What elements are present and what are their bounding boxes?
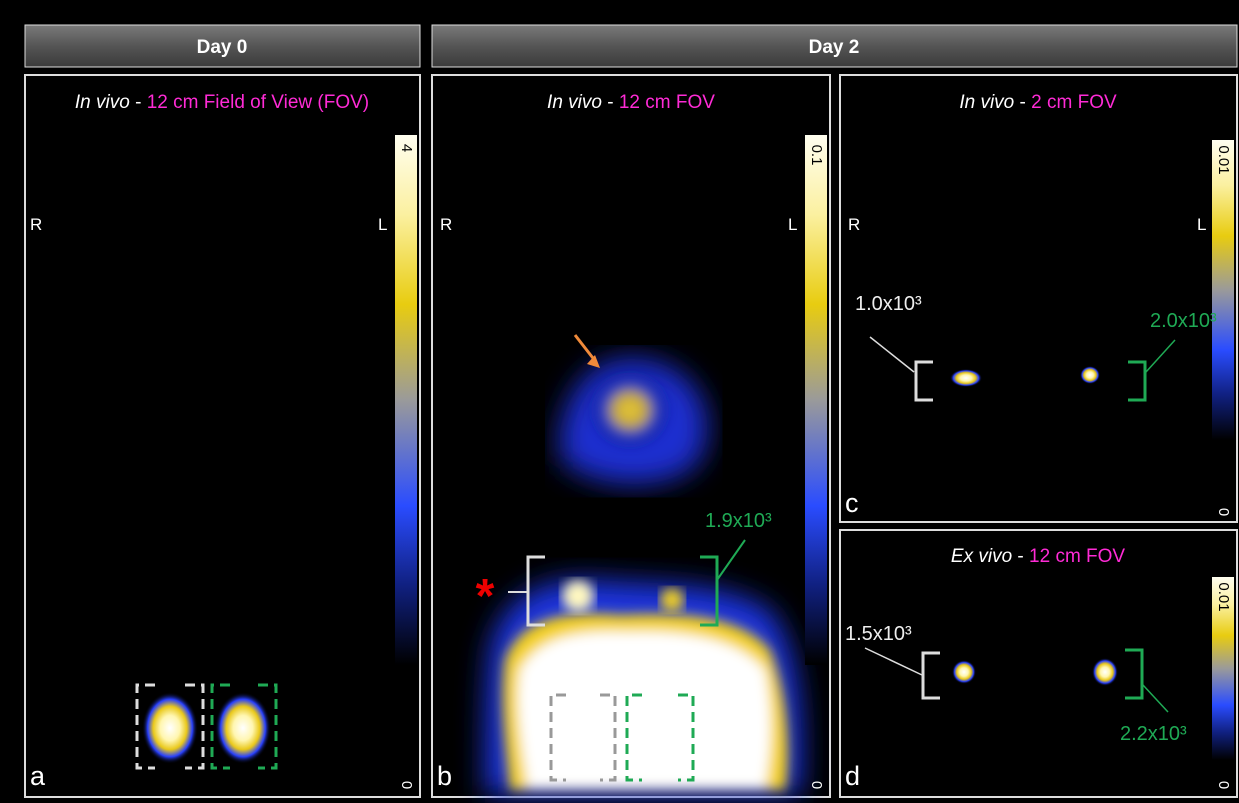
title-condition: In vivo (547, 92, 602, 113)
colorbar-max: 0.01 (1215, 582, 1232, 611)
title-condition: Ex vivo (951, 546, 1012, 567)
signal-blob (660, 588, 684, 612)
signal-blob (1092, 658, 1118, 686)
particle-count: 1.9x10³ (705, 510, 772, 532)
title-separator: - (1012, 546, 1029, 567)
orientation-right: L (1197, 215, 1206, 234)
colorbar-max: 0.1 (808, 145, 825, 166)
orientation-left: R (440, 215, 452, 234)
orientation-right: L (378, 215, 387, 234)
title-fov: 12 cm Field of View (FOV) (147, 92, 369, 113)
signal-blob (142, 692, 198, 764)
orientation-right: L (788, 215, 797, 234)
signal-blob (590, 372, 670, 448)
title-separator: - (602, 92, 619, 113)
particle-count: 2.0x10³ (1150, 310, 1217, 332)
title-separator: - (1014, 92, 1031, 113)
colorbar-min: 0 (808, 781, 825, 789)
title-condition: In vivo (75, 92, 130, 113)
asterisk: * (476, 570, 495, 623)
header-day2: Day 2 (809, 37, 860, 58)
title-fov: 2 cm FOV (1031, 92, 1117, 113)
signal-blob (215, 692, 271, 764)
orientation-left: R (30, 215, 42, 234)
particle-count: 1.0x10³ (855, 293, 922, 315)
figure: Day 0 Day 2 * In vivo - 12 (0, 0, 1239, 803)
signal-blob (952, 660, 976, 684)
colorbar-max: 0.01 (1215, 145, 1232, 174)
panel-title: In vivo - 12 cm Field of View (FOV) (75, 92, 369, 113)
particle-count: 1.5x10³ (845, 623, 912, 645)
signal-region (503, 614, 788, 790)
panel-letter: c (845, 488, 859, 518)
panel-letter: d (845, 761, 860, 791)
title-separator: - (130, 92, 147, 113)
title-condition: In vivo (959, 92, 1014, 113)
colorbar (395, 135, 417, 665)
signal-blob (950, 369, 982, 387)
panel-title: In vivo - 2 cm FOV (959, 92, 1117, 113)
title-fov: 12 cm FOV (1029, 546, 1125, 567)
signal-blob (1080, 366, 1100, 384)
colorbar-min: 0 (1215, 508, 1232, 516)
colorbar (1212, 140, 1234, 440)
panel-title: Ex vivo - 12 cm FOV (951, 546, 1126, 567)
header-day0: Day 0 (197, 37, 248, 58)
colorbar-min: 0 (1215, 781, 1232, 789)
colorbar-min: 0 (398, 781, 415, 789)
title-fov: 12 cm FOV (619, 92, 715, 113)
panel-letter: a (30, 761, 46, 791)
panel-letter: b (437, 761, 452, 791)
colorbar (805, 135, 827, 665)
particle-count: 2.2x10³ (1120, 723, 1187, 745)
colorbar-max: 4 (398, 144, 415, 152)
signal-blob (562, 580, 594, 612)
orientation-left: R (848, 215, 860, 234)
panel-title: In vivo - 12 cm FOV (547, 92, 715, 113)
